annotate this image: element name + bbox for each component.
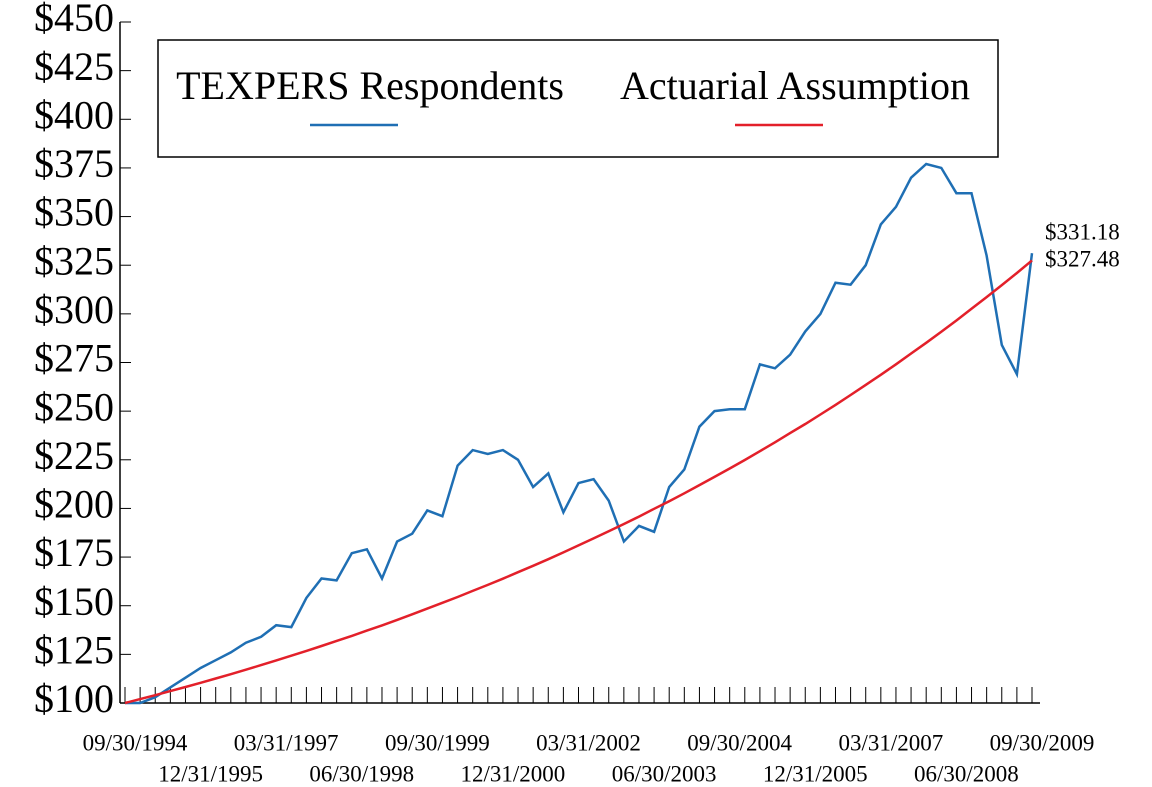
x-tick-label: 12/31/2000 [461, 761, 566, 786]
y-tick-label: $450 [34, 0, 114, 40]
y-tick-label: $375 [34, 141, 114, 186]
x-tick-label: 12/31/2005 [763, 761, 868, 786]
x-tick-label: 03/31/1997 [234, 730, 339, 755]
x-tick-label: 12/31/1995 [158, 761, 263, 786]
series-line [125, 162, 1034, 705]
y-tick-label: $100 [34, 676, 114, 721]
legend-label: Actuarial Assumption [620, 63, 970, 108]
x-tick-label: 09/30/2004 [687, 730, 792, 755]
y-tick-label: $300 [34, 287, 114, 332]
value-label: $327.48 [1045, 246, 1120, 271]
y-tick-label: $150 [34, 579, 114, 624]
y-tick-label: $350 [34, 190, 114, 235]
x-tick-label: 06/30/2003 [612, 761, 717, 786]
value-label: $331.18 [1045, 219, 1120, 244]
legend-box [157, 39, 999, 158]
y-tick-label: $325 [34, 238, 114, 283]
x-tick-label: 09/30/2009 [990, 730, 1095, 755]
y-tick-label: $225 [34, 433, 114, 478]
x-tick-label: 09/30/1994 [83, 730, 188, 755]
y-tick-label: $125 [34, 628, 114, 673]
y-tick-label: $175 [34, 530, 114, 575]
y-tick-label: $200 [34, 482, 114, 527]
series-line [124, 259, 1033, 705]
y-tick-label: $275 [34, 336, 114, 381]
y-tick-label: $400 [34, 92, 114, 137]
x-tick-label: 09/30/1999 [385, 730, 490, 755]
y-tick-label: $250 [34, 384, 114, 429]
x-tick-label: 03/31/2002 [536, 730, 641, 755]
x-tick-label: 03/31/2007 [838, 730, 943, 755]
y-tick-label: $425 [34, 44, 114, 89]
x-tick-label: 06/30/2008 [914, 761, 1019, 786]
legend-label: TEXPERS Respondents [176, 63, 564, 108]
x-tick-label: 06/30/1998 [309, 761, 414, 786]
